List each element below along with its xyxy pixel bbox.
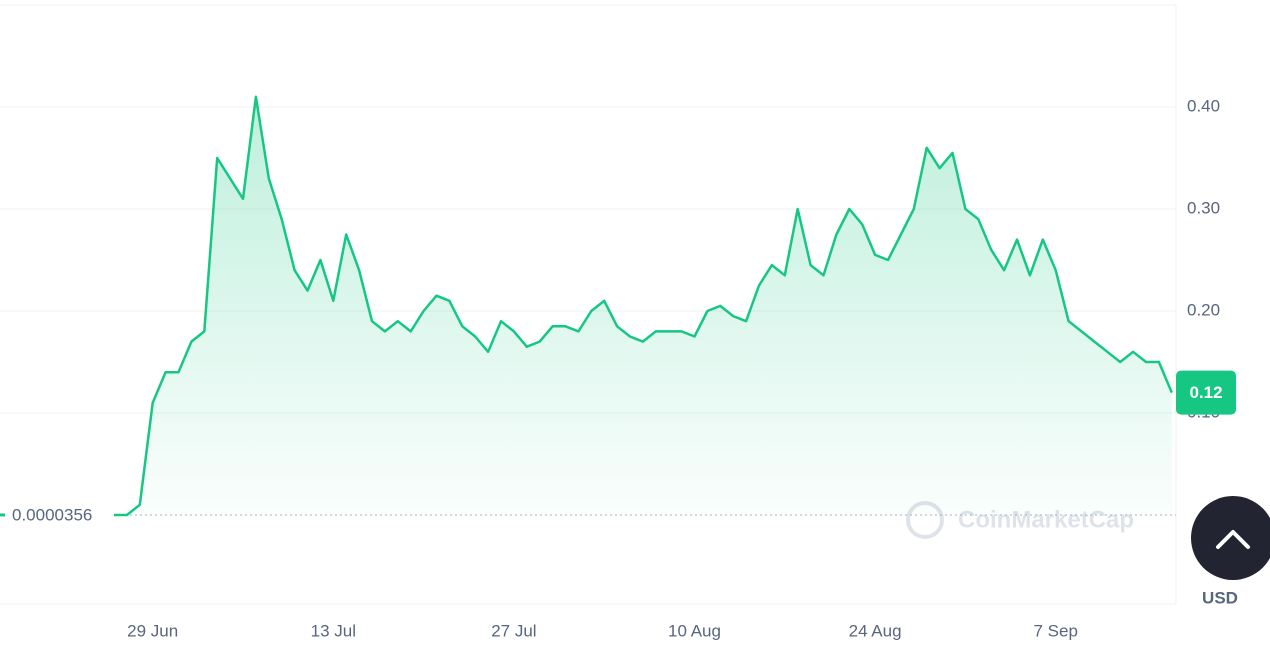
current-price-label: 0.12 [1189,383,1222,402]
x-tick-label: 10 Aug [668,621,721,640]
open-price-label: 0.0000356 [12,505,92,524]
x-tick-label: 29 Jun [127,621,178,640]
y-tick-label: 0.20 [1187,300,1220,319]
open-price-tick [0,513,5,517]
price-line [114,95,1173,517]
x-tick-label: 27 Jul [491,621,536,640]
x-tick-label: 24 Aug [849,621,902,640]
x-tick-label: 13 Jul [311,621,356,640]
scroll-top-button[interactable] [1191,496,1270,580]
y-tick-label: 0.40 [1187,96,1220,115]
scroll-top-circle[interactable] [1191,496,1270,580]
price-area [114,96,1172,516]
current-price-badge [1176,370,1236,415]
scroll-top-icon[interactable] [1216,530,1250,549]
currency-label: USD [1202,588,1238,607]
y-tick-label: 0.30 [1187,198,1220,217]
x-tick-label: 7 Sep [1033,621,1077,640]
